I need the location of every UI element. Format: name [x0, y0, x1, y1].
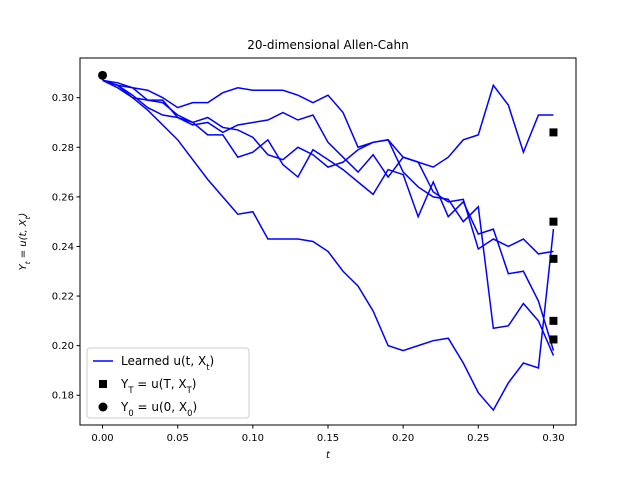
terminal-marker [549, 335, 558, 344]
y-tick-label: 0.28 [52, 143, 74, 154]
x-tick-label: 0.30 [542, 433, 564, 444]
x-tick-label: 0.10 [242, 433, 264, 444]
series-line [102, 79, 555, 412]
terminal-marker [549, 316, 558, 325]
x-tick-label: 0.20 [392, 433, 414, 444]
legend-label: YT = u(T, XT) [120, 377, 196, 395]
y-tick-label: 0.20 [52, 341, 74, 352]
x-tick-label: 0.25 [467, 433, 489, 444]
y-tick-label: 0.30 [52, 93, 74, 104]
legend-box [86, 347, 250, 419]
y-tick-label: 0.24 [52, 242, 74, 253]
x-tick-label: 0.05 [167, 433, 189, 444]
terminal-marker [549, 128, 558, 137]
y-tick-label: 0.22 [52, 292, 74, 303]
terminal-marker [549, 254, 558, 263]
plot-frame [79, 57, 577, 426]
series-line [102, 79, 554, 168]
legend-label: Y0 = u(0, X0) [120, 400, 197, 418]
terminal-marker [549, 217, 558, 226]
x-tick-label: 0.15 [317, 433, 339, 444]
legend-label: Learned u(t, Xt) [121, 354, 214, 372]
series-line [102, 79, 555, 351]
y-tick-label: 0.26 [52, 192, 74, 203]
y-axis-label: Yt = u(t, Xt) [18, 213, 32, 271]
y-tick-label: 0.18 [52, 391, 74, 402]
legend-circle [98, 402, 108, 412]
chart-title: 20-dimensional Allen-Cahn [247, 38, 408, 52]
legend-square [99, 380, 107, 388]
series-line [102, 79, 555, 356]
x-tick-label: 0.00 [91, 433, 113, 444]
initial-marker [98, 70, 108, 80]
x-axis-label: t [326, 450, 331, 461]
